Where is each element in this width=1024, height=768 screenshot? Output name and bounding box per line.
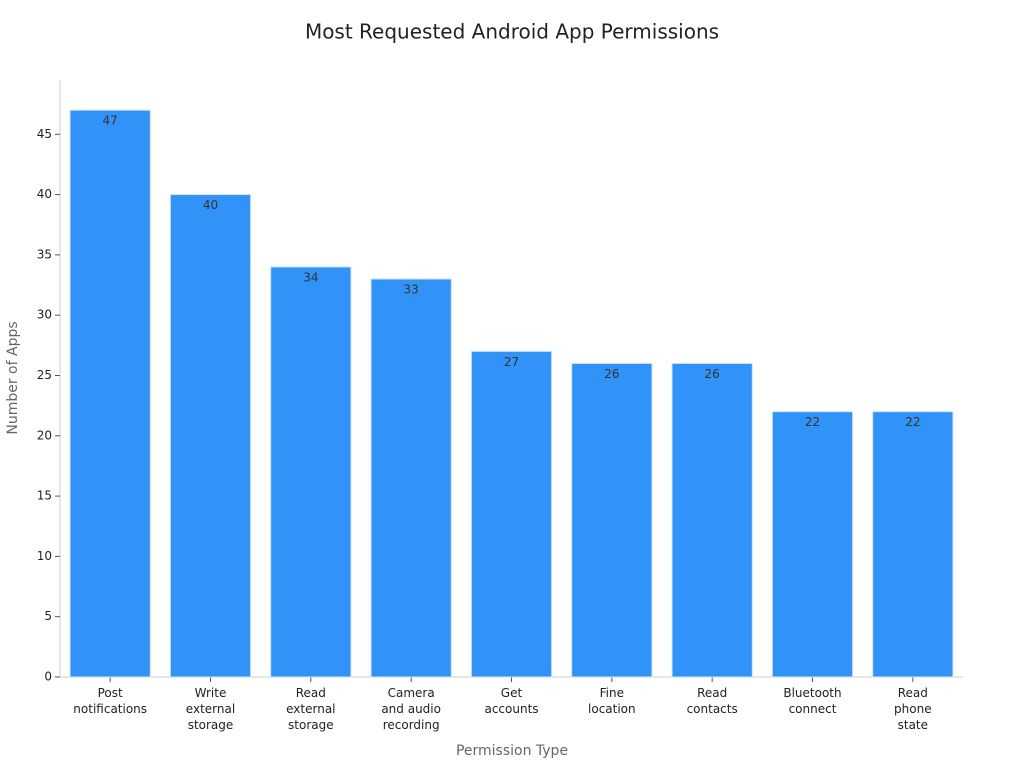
value-label: 34 bbox=[303, 270, 318, 284]
x-tick-label: Write external storage bbox=[186, 686, 235, 732]
value-label: 26 bbox=[705, 367, 720, 381]
x-tick-label: Read external storage bbox=[286, 686, 335, 732]
x-tick-label: Camera and audio recording bbox=[381, 686, 441, 732]
x-tick-label-line: notifications bbox=[73, 702, 147, 716]
y-tick-label: 0 bbox=[44, 670, 52, 684]
x-tick-label-line: Post bbox=[98, 686, 123, 700]
x-tick-label: Bluetooth connect bbox=[783, 686, 841, 716]
y-tick-label: 25 bbox=[37, 368, 52, 382]
x-tick-label-line: and audio bbox=[381, 702, 441, 716]
y-tick-label: 10 bbox=[37, 549, 52, 563]
x-tick-label-line: external bbox=[286, 702, 335, 716]
x-tick-label-line: Read bbox=[697, 686, 727, 700]
x-tick-label-line: accounts bbox=[484, 702, 538, 716]
x-tick-label-line: recording bbox=[383, 718, 440, 732]
bar bbox=[771, 411, 854, 678]
bar bbox=[370, 278, 452, 678]
x-tick-label: Get accounts bbox=[484, 686, 538, 716]
x-tick-label-line: Fine bbox=[600, 686, 624, 700]
y-tick-label: 45 bbox=[37, 127, 52, 141]
x-tick-label: Fine location bbox=[588, 686, 636, 716]
value-label: 22 bbox=[805, 415, 820, 429]
value-label: 27 bbox=[504, 355, 519, 369]
bar bbox=[270, 266, 352, 678]
bar bbox=[470, 350, 553, 678]
value-label: 22 bbox=[905, 415, 920, 429]
x-tick-label-line: Read bbox=[898, 686, 928, 700]
x-tick-label-line: Get bbox=[501, 686, 523, 700]
bar bbox=[69, 109, 151, 678]
x-tick-label-line: external bbox=[186, 702, 235, 716]
value-label: 40 bbox=[203, 198, 218, 212]
chart-title: Most Requested Android App Permissions bbox=[305, 20, 719, 44]
bar bbox=[571, 362, 653, 678]
y-tick-label: 15 bbox=[37, 489, 52, 503]
x-tick-label-line: connect bbox=[789, 702, 837, 716]
y-tick-label: 35 bbox=[37, 247, 52, 261]
bar bbox=[169, 194, 252, 678]
y-axis-label: Number of Apps bbox=[5, 321, 21, 434]
y-tick-label: 5 bbox=[44, 609, 52, 623]
value-label: 33 bbox=[404, 283, 419, 297]
y-tick-label: 20 bbox=[37, 428, 52, 442]
y-tick-label: 30 bbox=[37, 308, 52, 322]
x-tick-label-line: contacts bbox=[687, 702, 738, 716]
x-tick-label-line: Read bbox=[296, 686, 326, 700]
x-tick-label: Read phone state bbox=[894, 686, 932, 732]
x-tick-label-line: location bbox=[588, 702, 636, 716]
x-tick-label: Read contacts bbox=[687, 686, 738, 716]
x-tick-label-line: Write bbox=[195, 686, 227, 700]
x-tick-label-line: Camera bbox=[388, 686, 435, 700]
x-tick-label-line: storage bbox=[188, 718, 234, 732]
x-axis-label: Permission Type bbox=[456, 743, 568, 759]
x-tick-label-line: phone bbox=[894, 702, 932, 716]
value-label: 26 bbox=[604, 367, 619, 381]
x-tick-label: Post notifications bbox=[73, 686, 147, 716]
bar bbox=[671, 362, 753, 678]
y-tick-label: 40 bbox=[37, 187, 52, 201]
value-label: 47 bbox=[103, 114, 118, 128]
x-tick-label-line: Bluetooth bbox=[783, 686, 841, 700]
x-tick-label-line: storage bbox=[288, 718, 334, 732]
bar bbox=[872, 411, 954, 678]
x-tick-label-line: state bbox=[898, 718, 928, 732]
